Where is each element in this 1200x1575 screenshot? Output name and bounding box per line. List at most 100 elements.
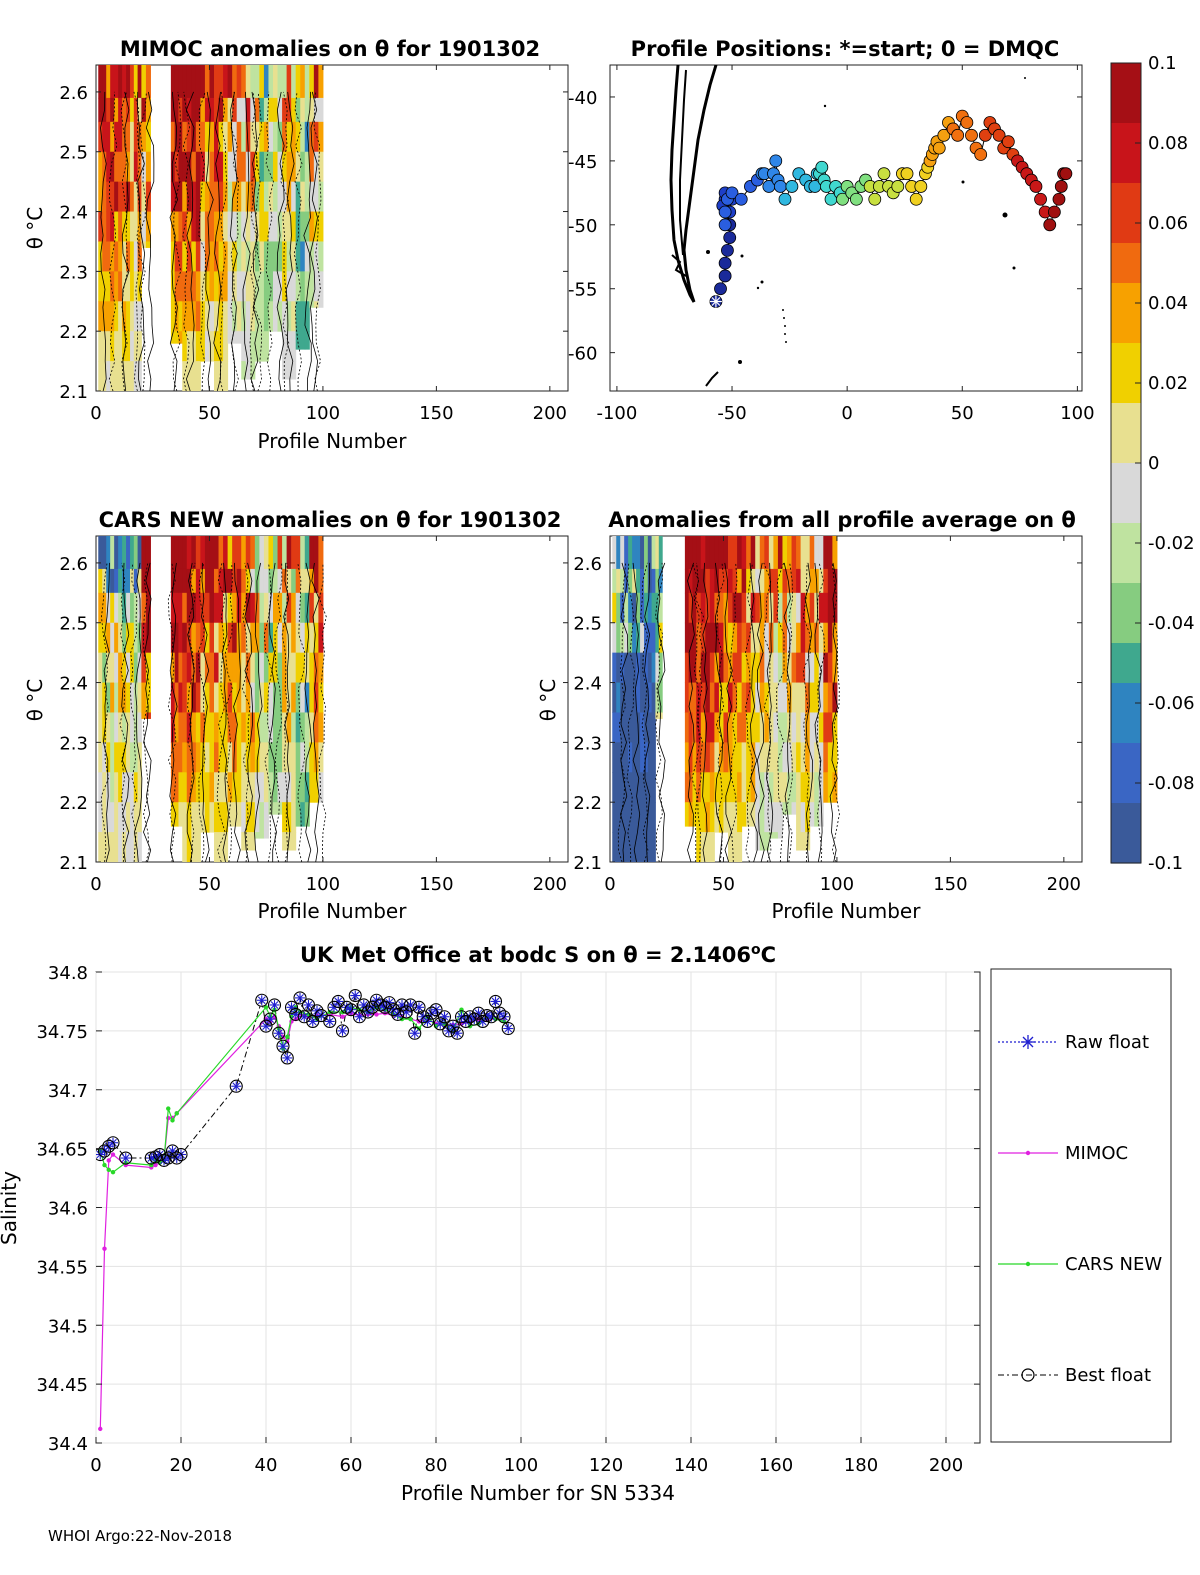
- heatmap-cell: [750, 772, 756, 803]
- heatmap-cell: [700, 536, 706, 570]
- best-point: [433, 1017, 447, 1031]
- heatmap-cell: [137, 181, 142, 213]
- profile-position: [1054, 180, 1068, 193]
- heatmap-cell: [647, 622, 653, 654]
- heatmap-cell: [263, 151, 269, 183]
- heatmap-cell: [728, 712, 734, 743]
- heatmap-cell: [764, 712, 770, 743]
- heatmap-cell: [227, 271, 233, 302]
- heatmap-cell: [114, 682, 119, 713]
- colorbar-ticks: 0.10.080.060.040.020-0.02-0.04-0.06-0.08…: [1135, 53, 1195, 874]
- heatmap-cell: [282, 682, 288, 713]
- heatmap-cell: [98, 682, 103, 713]
- contour-line: [182, 91, 191, 391]
- heatmap-cell: [259, 301, 265, 332]
- heatmap-cell: [98, 742, 103, 773]
- heatmap-cell: [286, 181, 292, 213]
- heatmap-cell: [182, 802, 188, 833]
- heatmap-cell: [106, 301, 111, 332]
- colorbar: 0.10.080.060.040.020-0.02-0.04-0.06-0.08…: [1110, 53, 1195, 874]
- contour-line: [729, 562, 738, 862]
- heatmap-cell: [204, 622, 210, 654]
- heatmap-cell: [133, 568, 139, 594]
- heatmap-cell: [170, 742, 176, 773]
- best-point: [408, 1026, 422, 1040]
- heatmap-cell: [98, 712, 103, 743]
- heatmap-cell: [254, 301, 260, 332]
- heatmap-cell: [204, 271, 210, 302]
- heatmap-cell: [102, 121, 107, 153]
- heatmap-cell: [200, 622, 206, 654]
- heatmap-cell: [191, 241, 197, 272]
- heatmap-cell: [787, 682, 793, 713]
- heatmap-cell: [186, 361, 192, 391]
- colorbar-gradient: [1111, 63, 1141, 864]
- best-point: [165, 1144, 180, 1158]
- heatmap-cell: [300, 622, 306, 654]
- heatmap-cell: [827, 682, 833, 713]
- contour-line: [297, 562, 306, 862]
- heatmap-cell: [809, 802, 815, 827]
- heatmap-cell: [254, 652, 260, 684]
- heatmap-cell: [655, 536, 660, 570]
- raw-point: [291, 1010, 300, 1019]
- heatmap-cell: [755, 536, 761, 570]
- colorbar-tick-label: 0.06: [1148, 213, 1188, 234]
- profile-position: [785, 180, 799, 193]
- heatmap-cell: [318, 712, 324, 743]
- heatmap-cell: [268, 301, 274, 332]
- heatmap-cell: [137, 652, 142, 684]
- best-point: [442, 1024, 456, 1038]
- mimoc-point: [153, 1162, 158, 1168]
- heatmap-cell: [106, 802, 111, 833]
- x-tick-label: 200: [533, 874, 567, 895]
- raw-point: [342, 1003, 351, 1012]
- heatmap-cell: [640, 592, 645, 624]
- legend-mimoc-label: MIMOC: [1065, 1143, 1128, 1164]
- heatmap-cell: [651, 652, 656, 684]
- heatmap-cell: [186, 65, 192, 99]
- heatmap-cell: [259, 712, 265, 743]
- footer-credit: WHOI Argo:22-Nov-2018: [48, 1527, 232, 1545]
- colorbar-band: [1111, 743, 1141, 764]
- heatmap-cell: [186, 241, 192, 272]
- heatmap-cell: [174, 622, 179, 654]
- heatmap-cell: [709, 802, 715, 833]
- heatmap-cell: [200, 97, 206, 123]
- heatmap-cell: [624, 832, 629, 862]
- heatmap-cell: [141, 211, 147, 242]
- heatmap-cell: [295, 652, 301, 684]
- heatmap-cell: [118, 65, 123, 99]
- heatmap-cell: [800, 536, 806, 570]
- heatmap-cell: [227, 592, 233, 624]
- heatmap-cell: [286, 97, 292, 123]
- heatmap-cell: [773, 536, 779, 570]
- legend-mimoc: MIMOC: [998, 1143, 1128, 1164]
- profile-position: [1059, 167, 1073, 181]
- y-tick-label: 2.4: [59, 674, 88, 695]
- heatmap-cell: [214, 361, 220, 391]
- heatmap-cell: [282, 712, 288, 743]
- heatmap-cell: [259, 241, 265, 272]
- heatmap-cell: [620, 536, 625, 570]
- profile-position: [868, 192, 882, 206]
- raw-point: [121, 1154, 130, 1162]
- heatmap-cell: [300, 271, 306, 302]
- heatmap-cell: [214, 568, 220, 594]
- heatmap-cell: [204, 97, 210, 123]
- heatmap-cell: [186, 536, 192, 570]
- heatmap-cell: [223, 331, 229, 362]
- heatmap-cell: [102, 241, 107, 272]
- best-point: [335, 1024, 350, 1038]
- x-tick-label: 50: [198, 874, 221, 895]
- heatmap-cell: [658, 682, 663, 713]
- heatmap-cell: [277, 772, 283, 803]
- heatmap-cell: [796, 592, 802, 624]
- heatmap-cell: [805, 682, 811, 713]
- colorbar-band: [1111, 843, 1141, 864]
- heatmap-cell: [286, 331, 292, 362]
- heatmap-cell: [106, 331, 111, 362]
- heatmap-cell: [714, 682, 720, 713]
- heatmap-cell: [141, 592, 147, 624]
- heatmap-cell: [209, 271, 215, 302]
